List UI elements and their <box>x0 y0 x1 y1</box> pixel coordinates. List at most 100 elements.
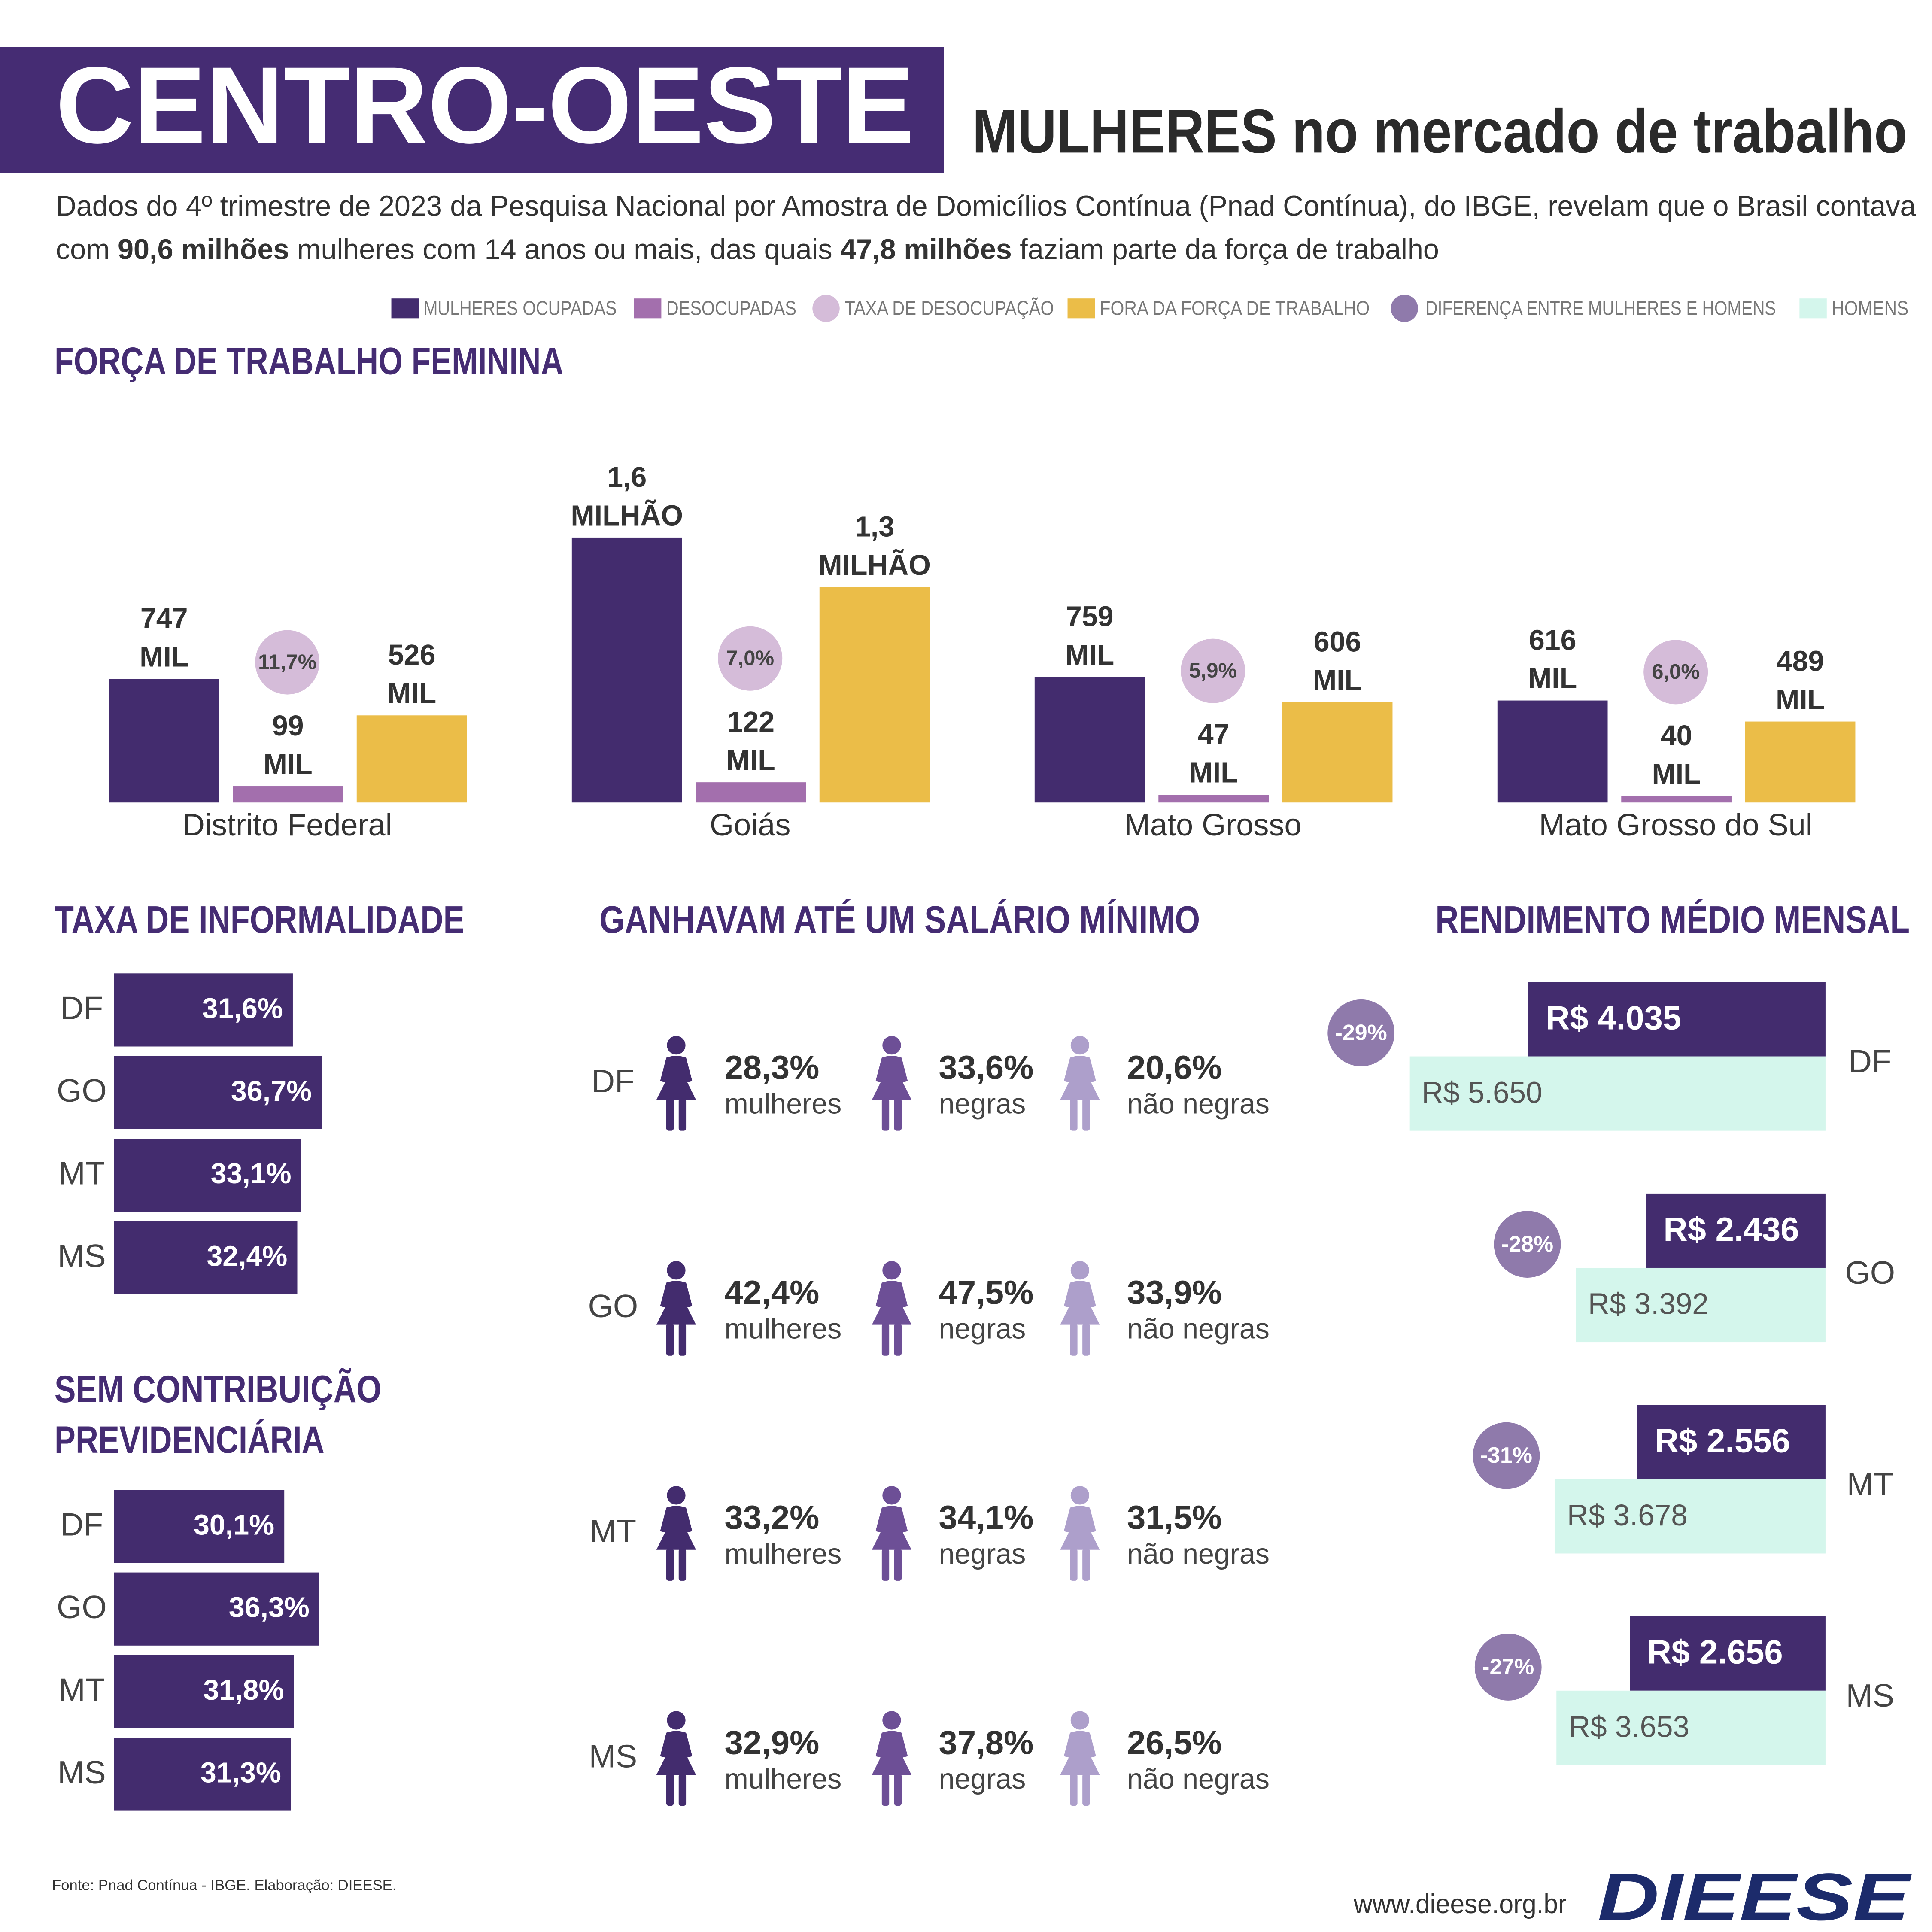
bar <box>1637 1405 1826 1479</box>
category-label: GO <box>588 1288 638 1324</box>
rate-badge <box>1643 640 1708 705</box>
legend-label: DESOCUPADAS <box>666 297 796 319</box>
value-label: R$ 2.556 <box>1655 1422 1790 1459</box>
category-label: DF <box>60 990 103 1026</box>
difference-label: -31% <box>1480 1443 1532 1468</box>
icon-leg <box>1070 1548 1078 1581</box>
value-label: MIL <box>387 678 436 710</box>
value-label: MIL <box>1776 684 1825 716</box>
category-label: GO <box>57 1072 107 1109</box>
value-label: 1,6 <box>607 462 647 493</box>
bar <box>1630 1616 1826 1691</box>
value-label: R$ 3.392 <box>1588 1287 1709 1321</box>
value-label: 1,3 <box>855 511 894 543</box>
icon-leg <box>881 1548 890 1581</box>
value-label: MILHÃO <box>818 549 931 581</box>
icon-leg <box>881 1098 890 1131</box>
icon-leg <box>1082 1098 1090 1131</box>
woman-icon <box>1060 1036 1100 1131</box>
intro-text: Dados do 4º trimestre de 2023 da Pesquis… <box>56 190 1916 222</box>
bar <box>114 1056 322 1129</box>
icon-body <box>1060 1281 1100 1325</box>
value-label: R$ 5.650 <box>1422 1075 1543 1109</box>
category-label: DF <box>1849 1043 1892 1079</box>
icon-head <box>882 1711 901 1730</box>
value-label: 489 <box>1777 646 1824 677</box>
value-label: 33,6% <box>939 1048 1034 1086</box>
value-label: R$ 3.678 <box>1567 1498 1688 1532</box>
difference-label: -28% <box>1501 1232 1553 1257</box>
woman-icon <box>1060 1711 1100 1806</box>
bar <box>114 1221 298 1294</box>
intro-line: Dados do 4º trimestre de 2023 da Pesquis… <box>56 190 1916 222</box>
value-label: 47 <box>1198 719 1230 750</box>
bar <box>1158 795 1269 803</box>
difference-badge <box>1494 1211 1561 1278</box>
legend-swatch <box>1799 298 1827 319</box>
value-label: 31,3% <box>200 1757 281 1789</box>
legend-swatch <box>1067 298 1095 319</box>
bar <box>819 587 930 803</box>
difference-badge <box>1327 999 1395 1066</box>
icon-leg <box>1082 1548 1090 1581</box>
woman-icon <box>1060 1261 1100 1356</box>
woman-icon <box>656 1486 696 1581</box>
bar <box>1409 1056 1826 1131</box>
category-label: Goiás <box>710 808 790 842</box>
icon-head <box>1070 1711 1090 1730</box>
icon-head <box>882 1261 901 1280</box>
icon-leg <box>666 1774 674 1806</box>
icon-body <box>656 1506 696 1550</box>
icon-leg <box>1082 1323 1090 1356</box>
icon-body <box>872 1506 912 1550</box>
value-label: MIL <box>1189 757 1238 789</box>
value-label: MIL <box>726 745 775 777</box>
intro-line: com 90,6 milhões mulheres com 14 anos ou… <box>56 234 1439 265</box>
value-label: 26,5% <box>1127 1723 1222 1761</box>
woman-icon <box>872 1036 912 1131</box>
section-title: SEM CONTRIBUIÇÃO <box>55 1367 382 1410</box>
source-note: Fonte: Pnad Contínua - IBGE. Elaboração:… <box>52 1877 396 1893</box>
value-label: 20,6% <box>1127 1048 1222 1086</box>
intro-highlight: 90,6 milhões <box>118 234 289 265</box>
page-title: CENTRO-OESTE <box>56 44 914 166</box>
icon-body <box>1060 1506 1100 1550</box>
legend-label: TAXA DE DESOCUPAÇÃO <box>844 297 1054 319</box>
value-label: MIL <box>140 641 188 673</box>
icon-leg <box>678 1548 687 1581</box>
bar <box>1497 700 1608 803</box>
section-title: TAXA DE INFORMALIDADE <box>55 898 465 941</box>
bar <box>114 973 293 1047</box>
series-label: negras <box>939 1538 1026 1570</box>
series-label: negras <box>939 1088 1026 1120</box>
series-label: negras <box>939 1763 1026 1795</box>
series-label: negras <box>939 1313 1026 1345</box>
value-label: 30,1% <box>194 1509 274 1541</box>
bar <box>109 679 219 803</box>
intro-highlight: 47,8 milhões <box>840 234 1012 265</box>
icon-head <box>1070 1036 1090 1055</box>
category-label: GO <box>1845 1255 1895 1291</box>
category-label: GO <box>57 1589 107 1625</box>
value-label: MIL <box>1652 758 1701 790</box>
icon-head <box>1070 1486 1090 1505</box>
value-label: 31,6% <box>202 993 283 1024</box>
category-label: MS <box>58 1238 106 1274</box>
category-label: Mato Grosso <box>1124 808 1302 842</box>
logo: DIEESE <box>1598 1860 1912 1932</box>
icon-leg <box>894 1548 902 1581</box>
section-title: PREVIDENCIÁRIA <box>55 1418 325 1461</box>
section-title: RENDIMENTO MÉDIO MENSAL <box>1435 898 1910 941</box>
value-label: 37,8% <box>939 1723 1034 1761</box>
icon-leg <box>881 1774 890 1806</box>
bar <box>114 1490 285 1563</box>
intro-text: com <box>56 234 118 265</box>
series-label: não negras <box>1127 1313 1270 1345</box>
icon-head <box>667 1486 686 1505</box>
woman-icon <box>656 1036 696 1131</box>
icon-leg <box>678 1774 687 1806</box>
rate-badge <box>255 630 320 695</box>
bar <box>1556 1690 1826 1765</box>
